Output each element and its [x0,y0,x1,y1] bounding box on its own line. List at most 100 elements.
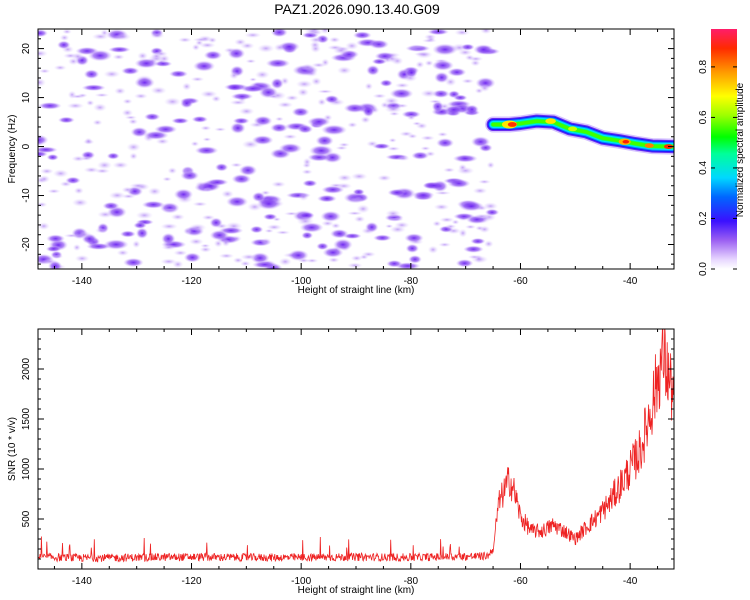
y-tick-label: 20 [21,43,32,55]
noise-blob [199,246,212,253]
noise-blob [73,187,84,195]
noise-blob [163,97,182,107]
noise-blob [464,224,477,230]
noise-blob [206,178,229,186]
noise-blob [424,59,434,67]
noise-blob [408,254,422,264]
snr-xlabel: Height of straight line (km) [298,585,415,596]
noise-blob [470,59,481,67]
noise-blob [360,116,371,124]
noise-blob [256,198,281,210]
noise-blob [69,94,86,99]
noise-blob [121,186,134,193]
x-tick-label: -80 [404,576,419,587]
noise-blob [137,51,149,61]
noise-blob [444,77,457,87]
noise-blob [213,239,223,248]
noise-blob [278,257,292,266]
noise-blob [473,44,494,55]
noise-blob [200,125,212,131]
noise-blob [103,70,121,78]
noise-blob [336,66,352,75]
signal-hotspot [545,118,556,124]
noise-blob [420,135,436,141]
noise-blob [463,245,484,253]
noise-blob [74,254,90,263]
noise-blob [209,229,230,241]
noise-blob [47,188,61,194]
noise-blob [38,78,47,87]
noise-blob [191,115,209,123]
noise-blob [214,127,227,132]
noise-blob [182,167,193,175]
noise-blob [116,249,129,257]
noise-blob [460,43,475,51]
noise-blob [389,88,414,99]
noise-blob [114,87,126,95]
noise-blob [464,54,475,61]
noise-blob [455,259,474,268]
noise-blob [432,89,450,99]
noise-blob [387,188,407,197]
signal-hotspot [507,122,517,127]
noise-blob [147,187,162,196]
noise-blob [388,137,397,143]
noise-blob [486,161,495,169]
noise-blob [408,44,424,51]
noise-blob [298,192,309,202]
noise-blob [275,230,291,235]
noise-blob [431,100,444,113]
noise-blob [135,227,149,239]
noise-blob [112,54,125,60]
noise-blob [106,152,120,160]
noise-blob [240,253,258,261]
noise-blob [438,242,452,248]
noise-blob [132,240,141,249]
noise-blob [321,124,348,136]
noise-blob [59,34,70,42]
noise-blob [443,167,456,173]
noise-blob [88,49,113,62]
noise-blob [364,82,373,91]
noise-blob [122,98,133,105]
noise-blob [307,116,331,127]
noise-blob [315,135,334,147]
noise-blob [422,181,446,190]
noise-blob [38,146,58,153]
noise-blob [437,131,449,137]
noise-blob [271,181,286,188]
noise-blob [316,242,329,251]
noise-blob [317,98,327,106]
noise-blob [278,143,303,154]
y-tick-label: 1500 [21,407,32,430]
noise-blob [192,201,208,207]
noise-blob [102,201,120,210]
noise-blob [191,43,200,51]
noise-blob [361,251,376,258]
noise-blob [396,156,411,162]
noise-blob [38,201,48,208]
noise-blob [38,29,48,38]
noise-blob [190,141,200,147]
noise-blob [482,202,499,211]
noise-blob [467,254,482,260]
noise-blob [188,238,204,246]
spectrogram-xlabel: Height of straight line (km) [298,285,415,296]
noise-blob [96,160,113,170]
x-tick-label: -60 [513,576,528,587]
noise-blob [366,140,379,148]
noise-blob [338,142,350,148]
x-tick-label: -60 [513,276,528,287]
noise-blob [128,118,139,125]
noise-blob [230,162,243,168]
noise-blob [347,262,363,269]
noise-blob [444,105,464,115]
x-tick-label: -80 [404,276,419,287]
y-tick-label: -20 [21,237,32,252]
noise-blob [193,60,216,72]
noise-blob [328,36,341,43]
noise-blob [253,115,273,126]
noise-blob [168,70,189,78]
noise-blob [298,212,315,219]
